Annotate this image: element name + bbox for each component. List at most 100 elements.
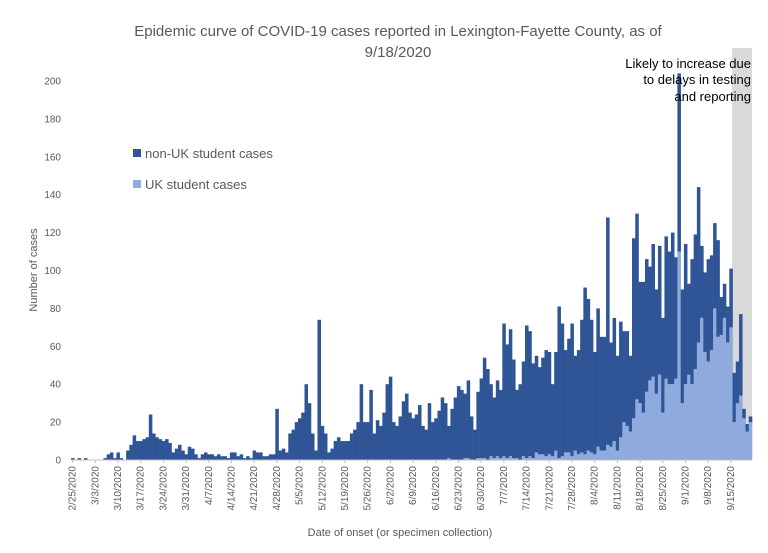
bar-non-uk-student <box>77 458 82 460</box>
bar-non-uk-student <box>388 376 393 460</box>
bar-uk-student <box>550 456 555 460</box>
bar-non-uk-student <box>343 441 347 460</box>
x-tick-label: 6/23/2020 <box>454 466 465 511</box>
bar-uk-student <box>612 441 617 460</box>
y-tick-label: 100 <box>44 266 61 277</box>
bar-non-uk-student <box>126 450 130 460</box>
bar-non-uk-student <box>330 448 334 460</box>
bar-non-uk-student <box>609 342 613 447</box>
bar-non-uk-student <box>628 355 633 432</box>
bar-non-uk-student <box>385 384 390 460</box>
bar-non-uk-student <box>398 416 403 460</box>
x-tick-label: 4/21/2020 <box>249 466 260 511</box>
bar-non-uk-student <box>580 319 584 453</box>
x-tick-label: 3/10/2020 <box>113 466 124 511</box>
bar-uk-student <box>625 425 630 460</box>
bar-uk-student <box>739 395 743 460</box>
bar-uk-student <box>609 446 613 460</box>
bar-non-uk-student <box>499 389 503 459</box>
bar-non-uk-student <box>596 308 600 447</box>
bar-non-uk-student <box>463 393 467 459</box>
bar-non-uk-student <box>265 456 270 460</box>
bar-non-uk-student <box>722 283 727 318</box>
bar-non-uk-student <box>719 297 724 335</box>
bar-non-uk-student <box>168 442 172 460</box>
bar-non-uk-student <box>353 429 357 460</box>
bar-non-uk-student <box>700 245 704 318</box>
bar-non-uk-student <box>421 425 425 460</box>
bar-non-uk-student <box>132 435 137 460</box>
bar-non-uk-student <box>327 452 331 460</box>
bar-non-uk-student <box>726 306 730 343</box>
chart-title-line-1: Epidemic curve of COVID-19 cases reporte… <box>134 23 662 40</box>
x-tick-label: 7/7/2020 <box>499 466 510 505</box>
bar-uk-student <box>557 458 561 460</box>
bar-non-uk-student <box>563 350 568 453</box>
bar-non-uk-student <box>268 454 273 460</box>
bar-non-uk-student <box>554 351 558 451</box>
bar-non-uk-student <box>586 298 591 451</box>
bar-uk-student <box>690 384 694 460</box>
bar-non-uk-student <box>657 245 662 375</box>
bar-non-uk-student <box>557 306 561 459</box>
bar-non-uk-student <box>184 454 189 460</box>
bar-uk-student <box>664 378 668 460</box>
x-tick-label: 9/15/2020 <box>726 466 737 511</box>
bar-uk-student <box>554 450 558 460</box>
bar-uk-student <box>654 393 659 460</box>
bar-non-uk-student <box>171 452 176 460</box>
legend-swatch-non-uk <box>133 149 141 157</box>
bar-non-uk-student <box>252 450 257 460</box>
bar-non-uk-student <box>349 433 354 460</box>
bar-uk-student <box>521 456 526 460</box>
bar-non-uk-student <box>106 454 111 460</box>
bar-uk-student <box>644 391 649 460</box>
bar-non-uk-student <box>379 425 383 460</box>
bar-uk-student <box>492 458 497 460</box>
bar-non-uk-student <box>103 458 107 460</box>
bar-non-uk-student <box>612 317 617 442</box>
bar-non-uk-student <box>288 433 292 460</box>
bar-non-uk-student <box>447 425 451 459</box>
bar-uk-student <box>479 458 484 460</box>
bar-non-uk-student <box>139 441 143 460</box>
bar-non-uk-student <box>314 450 318 460</box>
bar-non-uk-student <box>434 418 438 460</box>
bar-uk-student <box>586 450 591 460</box>
bar-non-uk-student <box>401 401 406 460</box>
bar-non-uk-student <box>619 321 623 438</box>
bar-non-uk-student <box>654 289 659 394</box>
bars-group <box>71 73 753 461</box>
bar-non-uk-student <box>113 458 117 460</box>
bar-non-uk-student <box>424 429 429 460</box>
bar-non-uk-student <box>547 351 552 455</box>
bar-non-uk-student <box>489 384 493 457</box>
x-tick-label: 9/1/2020 <box>681 466 692 505</box>
bar-uk-student <box>570 456 574 460</box>
shaded-delay-region <box>732 48 752 460</box>
bar-uk-student <box>632 418 636 460</box>
bar-uk-student <box>622 422 626 460</box>
bar-non-uk-student <box>408 412 412 461</box>
bar-non-uk-student <box>476 391 480 459</box>
bar-non-uk-student <box>411 418 416 460</box>
bar-non-uk-student <box>622 331 626 423</box>
bar-non-uk-student <box>317 319 321 460</box>
bar-non-uk-student <box>625 331 630 426</box>
bar-non-uk-student <box>255 452 260 460</box>
bar-uk-student <box>489 456 493 460</box>
bar-non-uk-student <box>515 389 519 459</box>
bar-non-uk-student <box>735 361 740 404</box>
bar-non-uk-student <box>528 331 532 457</box>
bar-non-uk-student <box>275 408 279 460</box>
chart-title-line-2: 9/18/2020 <box>365 44 432 61</box>
bar-non-uk-student <box>226 458 231 460</box>
bar-non-uk-student <box>262 456 266 460</box>
bar-non-uk-student <box>320 425 325 460</box>
bar-non-uk-student <box>119 458 124 460</box>
bar-non-uk-student <box>739 314 743 396</box>
bar-uk-student <box>576 454 581 460</box>
bar-non-uk-student <box>333 441 338 460</box>
bar-uk-student <box>732 422 737 460</box>
bar-non-uk-student <box>525 325 529 459</box>
